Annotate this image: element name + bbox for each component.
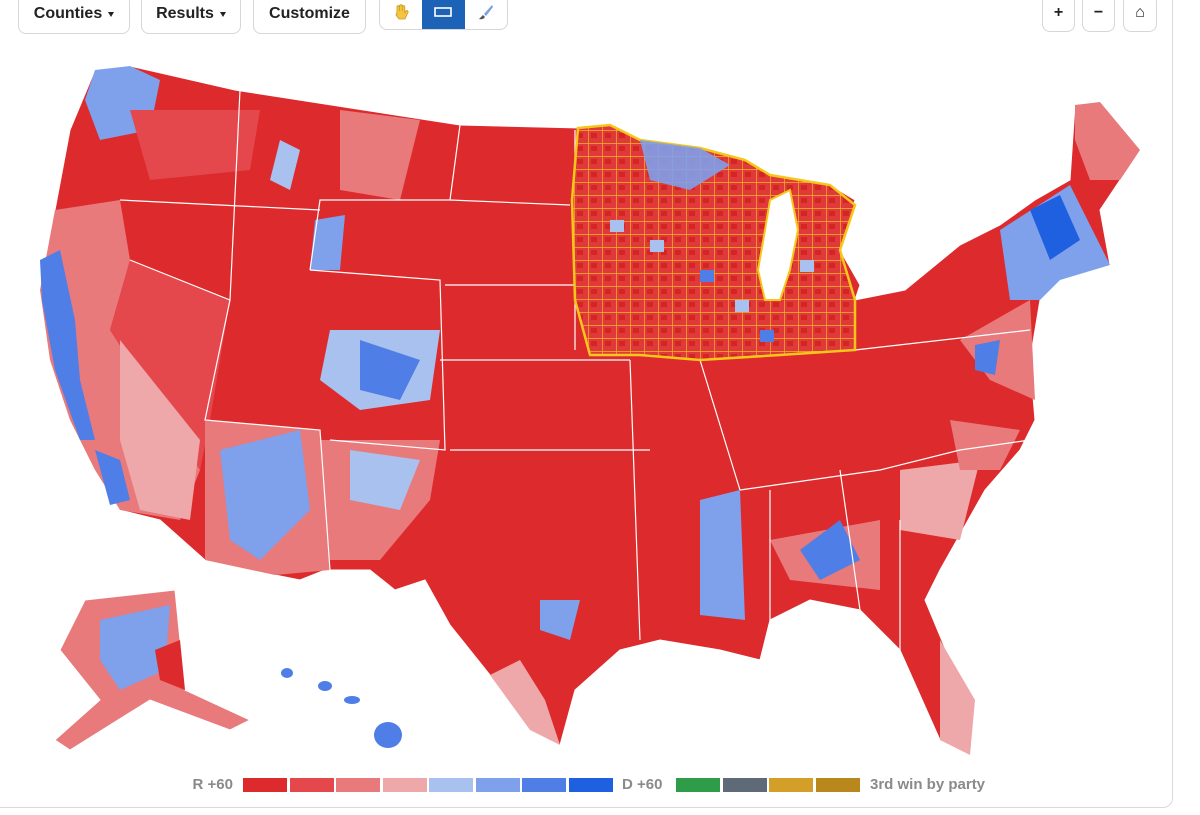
us-county-map — [39, 65, 1141, 756]
county-shading — [40, 66, 1140, 755]
legend-left-label: R +60 — [192, 776, 233, 793]
caret — [219, 11, 226, 17]
legend-swatch — [289, 778, 334, 792]
map-card — [0, 0, 1173, 808]
customize-button[interactable]: Customize — [253, 0, 366, 34]
legend-swatch — [243, 778, 287, 792]
brush-icon — [478, 5, 493, 20]
zoom-label: + — [1053, 4, 1064, 21]
legend-swatch — [522, 778, 566, 792]
zoom-out[interactable]: − — [1082, 0, 1115, 32]
alaska-blue — [100, 605, 170, 690]
counties-menu[interactable]: Counties — [18, 0, 130, 34]
paint-tool[interactable] — [465, 0, 507, 29]
legend-right-label: D +60 — [622, 776, 663, 793]
alaska-red — [155, 640, 185, 690]
caret — [108, 11, 115, 17]
legend-swatch — [722, 778, 767, 792]
tool-group — [379, 0, 508, 30]
rect-icon — [434, 7, 453, 17]
legend-swatch — [676, 778, 720, 792]
legend-swatch — [475, 778, 520, 792]
home-button[interactable]: ⌂ — [1123, 0, 1157, 32]
hand-icon — [395, 4, 409, 20]
legend-swatch — [336, 778, 380, 792]
menu-label: Customize — [269, 5, 350, 22]
menu-label: Results — [156, 5, 214, 22]
state-borders — [119, 89, 1031, 650]
lake-michigan — [756, 188, 800, 301]
legend-third-label: 3rd win by party — [870, 776, 986, 793]
zoom-label: − — [1093, 4, 1104, 21]
midwest-blue-counties — [610, 140, 814, 342]
legend-swatch — [568, 778, 613, 792]
pan-tool[interactable] — [380, 0, 422, 29]
zoom-label: ⌂ — [1135, 4, 1145, 21]
menu-label: Counties — [33, 5, 103, 22]
legend: R +60 D +60 3rd win by party — [0, 775, 1200, 795]
legend-swatch — [382, 778, 427, 792]
results-menu[interactable]: Results — [141, 0, 241, 34]
hawaii — [281, 668, 402, 748]
zoom-in[interactable]: + — [1042, 0, 1075, 32]
select-tool[interactable] — [422, 0, 465, 29]
legend-swatch — [815, 778, 860, 792]
legend-swatch — [429, 778, 473, 792]
legend-swatch — [769, 778, 813, 792]
